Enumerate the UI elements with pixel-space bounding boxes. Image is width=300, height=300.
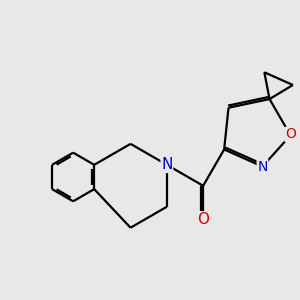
- Text: O: O: [285, 128, 296, 141]
- Text: O: O: [197, 212, 209, 227]
- Text: N: N: [257, 160, 268, 173]
- Text: N: N: [161, 157, 172, 172]
